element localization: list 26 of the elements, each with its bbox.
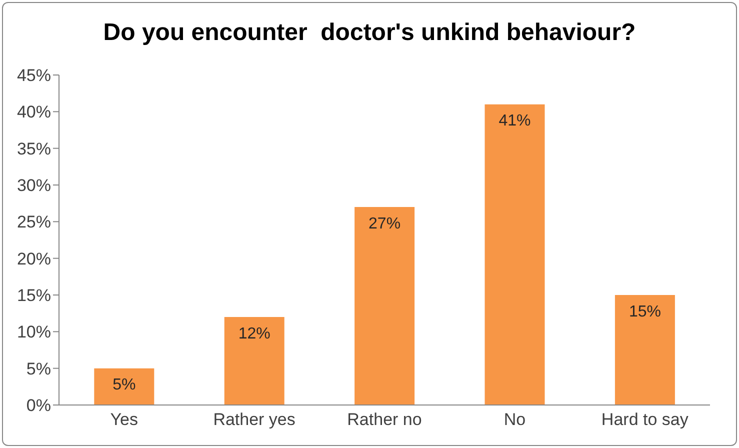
data-label: 15% xyxy=(628,303,661,320)
x-tick-label: Hard to say xyxy=(601,410,689,430)
y-tick-label: 25% xyxy=(16,212,51,232)
data-label: 41% xyxy=(498,112,531,130)
chart-title: Do you encounter doctor's unkind behaviour? xyxy=(102,19,637,47)
bar xyxy=(484,104,545,405)
x-tick-label: No xyxy=(504,410,526,430)
y-tick-label: 45% xyxy=(16,66,51,86)
y-tick-label: 5% xyxy=(26,359,51,378)
data-label: 12% xyxy=(238,325,270,342)
data-label: 27% xyxy=(368,215,401,232)
bar xyxy=(94,368,154,405)
x-tick-label: Rather yes xyxy=(213,410,296,430)
x-tick-label: Rather no xyxy=(347,410,422,430)
y-tick-label: 0% xyxy=(26,396,51,416)
y-tick-label: 20% xyxy=(16,249,51,268)
y-tick-label: 15% xyxy=(16,286,51,306)
y-tick-label: 35% xyxy=(16,139,51,158)
y-tick-label: 30% xyxy=(16,176,51,196)
x-tick-label: Yes xyxy=(110,410,138,430)
bar xyxy=(614,295,675,405)
y-tick-label: 10% xyxy=(16,322,51,342)
data-label: 5% xyxy=(112,376,136,394)
bar xyxy=(354,207,415,405)
bar xyxy=(224,317,284,405)
y-tick-label: 40% xyxy=(16,102,51,122)
